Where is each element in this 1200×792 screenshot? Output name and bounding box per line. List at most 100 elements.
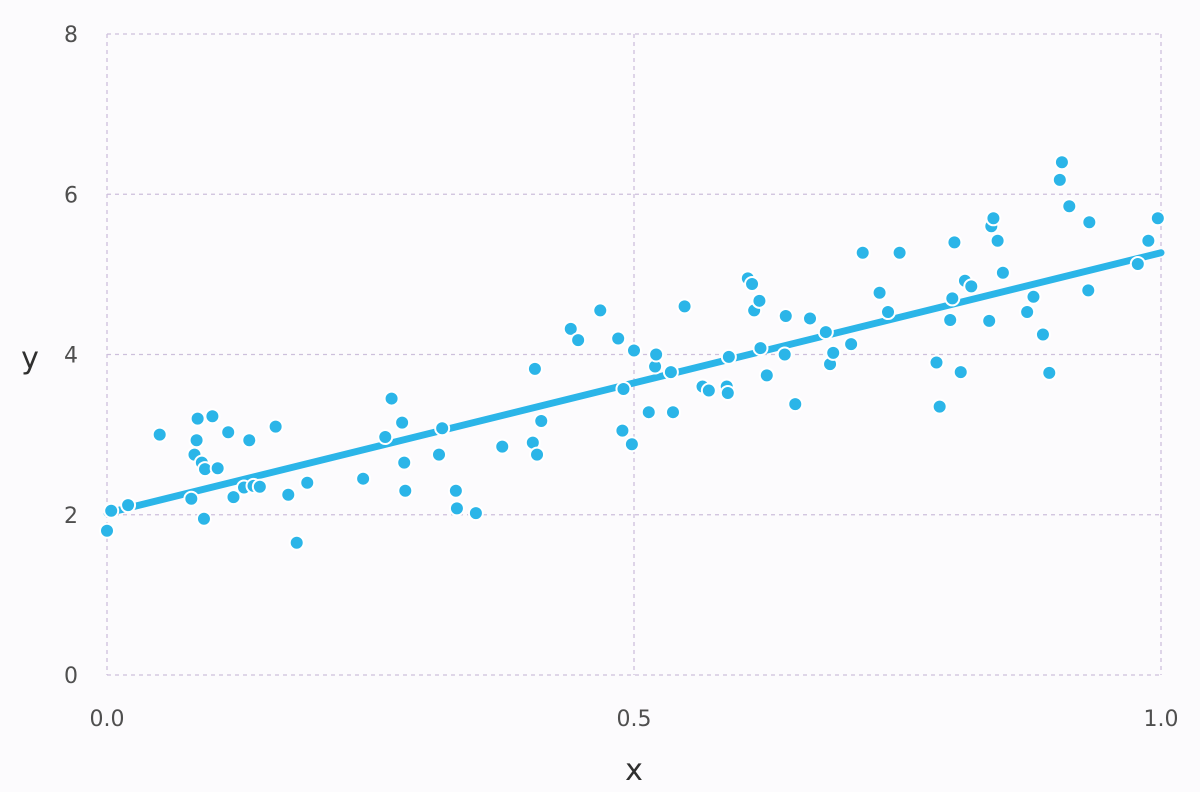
scatter-point: [676, 298, 693, 315]
scatter-point: [802, 310, 819, 327]
regression-line-layer: [103, 249, 1165, 517]
scatter-point: [1034, 326, 1051, 343]
scatter-point: [720, 348, 737, 365]
scatter-point: [1140, 232, 1157, 249]
scatter-point: [989, 232, 1006, 249]
x-tick-label: 1.0: [1144, 707, 1179, 732]
scatter-point: [220, 424, 237, 441]
scatter-point: [1025, 288, 1042, 305]
scatter-point: [1080, 282, 1097, 299]
scatter-point: [871, 284, 888, 301]
scatter-point: [383, 390, 400, 407]
scatter-point: [1129, 255, 1146, 272]
y-tick-label: 6: [64, 183, 78, 208]
scatter-point: [891, 244, 908, 261]
scatter-point: [946, 234, 963, 251]
scatter-point: [752, 340, 769, 357]
scatter-point: [280, 486, 297, 503]
scatter-point: [825, 344, 842, 361]
scatter-point: [648, 346, 665, 363]
scatter-point: [377, 429, 394, 446]
scatter-point: [103, 502, 120, 519]
scatter-point: [963, 278, 980, 295]
scatter-point: [533, 413, 550, 430]
scatter-point: [562, 320, 579, 337]
y-tick-label: 0: [64, 664, 78, 689]
scatter-point: [299, 474, 316, 491]
scatter-point: [700, 382, 717, 399]
scatter-point: [623, 436, 640, 453]
scatter-point: [817, 324, 834, 341]
y-tick-label: 8: [64, 23, 78, 48]
scatter-point: [394, 414, 411, 431]
scatter-point: [1053, 154, 1070, 171]
scatter-point: [529, 446, 546, 463]
tick-labels: 0.0 0.5 1.0 0 2 4 6 8: [64, 23, 1179, 732]
scatter-point: [787, 396, 804, 413]
scatter-point: [151, 426, 168, 443]
scatter-point: [526, 360, 543, 377]
scatter-point: [626, 342, 642, 359]
scatter-point: [994, 264, 1011, 281]
scatter-point: [614, 422, 631, 439]
scatter-point: [880, 304, 897, 321]
x-axis-label: x: [625, 753, 643, 788]
scatter-point: [1149, 210, 1166, 227]
y-tick-label: 4: [64, 344, 78, 369]
scatter-point: [928, 354, 945, 371]
scatter-point: [751, 292, 768, 309]
scatter-point: [615, 380, 632, 397]
scatter-point: [981, 312, 998, 329]
scatter-point: [288, 534, 305, 551]
x-tick-label: 0.5: [617, 707, 652, 732]
scatter-point: [1081, 214, 1098, 231]
scatter-point: [251, 478, 268, 495]
scatter-point: [448, 500, 465, 517]
scatter-point: [1041, 364, 1058, 381]
scatter-point: [1051, 171, 1068, 188]
scatter-point: [640, 404, 657, 421]
scatter-point: [776, 346, 793, 363]
scatter-point: [225, 489, 242, 506]
scatter-point: [610, 330, 627, 347]
scatter-point: [431, 446, 448, 463]
y-axis-label: y: [21, 341, 39, 376]
scatter-point: [570, 332, 587, 349]
scatter-point: [396, 454, 413, 471]
scatter-point: [854, 244, 871, 261]
scatter-point: [120, 497, 137, 514]
scatter-point: [758, 367, 775, 384]
scatter-point: [985, 210, 1002, 227]
scatter-point: [209, 460, 226, 477]
x-tick-label: 0.0: [90, 707, 125, 732]
scatter-point: [777, 308, 794, 325]
scatter-point: [944, 290, 961, 307]
scatter-point: [494, 438, 511, 455]
scatter-point: [99, 522, 115, 539]
scatter-point: [843, 336, 860, 353]
scatter-point: [241, 432, 258, 449]
scatter-point: [195, 510, 212, 527]
scatter-point: [952, 364, 969, 381]
scatter-point: [1061, 198, 1078, 215]
scatter-point: [183, 490, 200, 507]
y-tick-label: 2: [64, 504, 78, 529]
scatter-point: [942, 312, 959, 329]
scatter-point: [434, 420, 451, 437]
scatter-point: [267, 418, 284, 435]
scatter-point: [662, 364, 679, 381]
scatter-point: [719, 384, 736, 401]
scatter-point: [188, 432, 205, 449]
scatter-point: [189, 410, 206, 427]
scatter-point: [397, 482, 414, 499]
scatter-point: [355, 470, 372, 487]
scatter-point: [931, 398, 948, 415]
scatter-point: [467, 505, 484, 522]
scatter-point: [1019, 304, 1036, 321]
scatter-point: [664, 404, 681, 421]
scatter-point: [204, 408, 221, 425]
scatter-point: [592, 302, 609, 319]
scatter-point: [447, 482, 464, 499]
